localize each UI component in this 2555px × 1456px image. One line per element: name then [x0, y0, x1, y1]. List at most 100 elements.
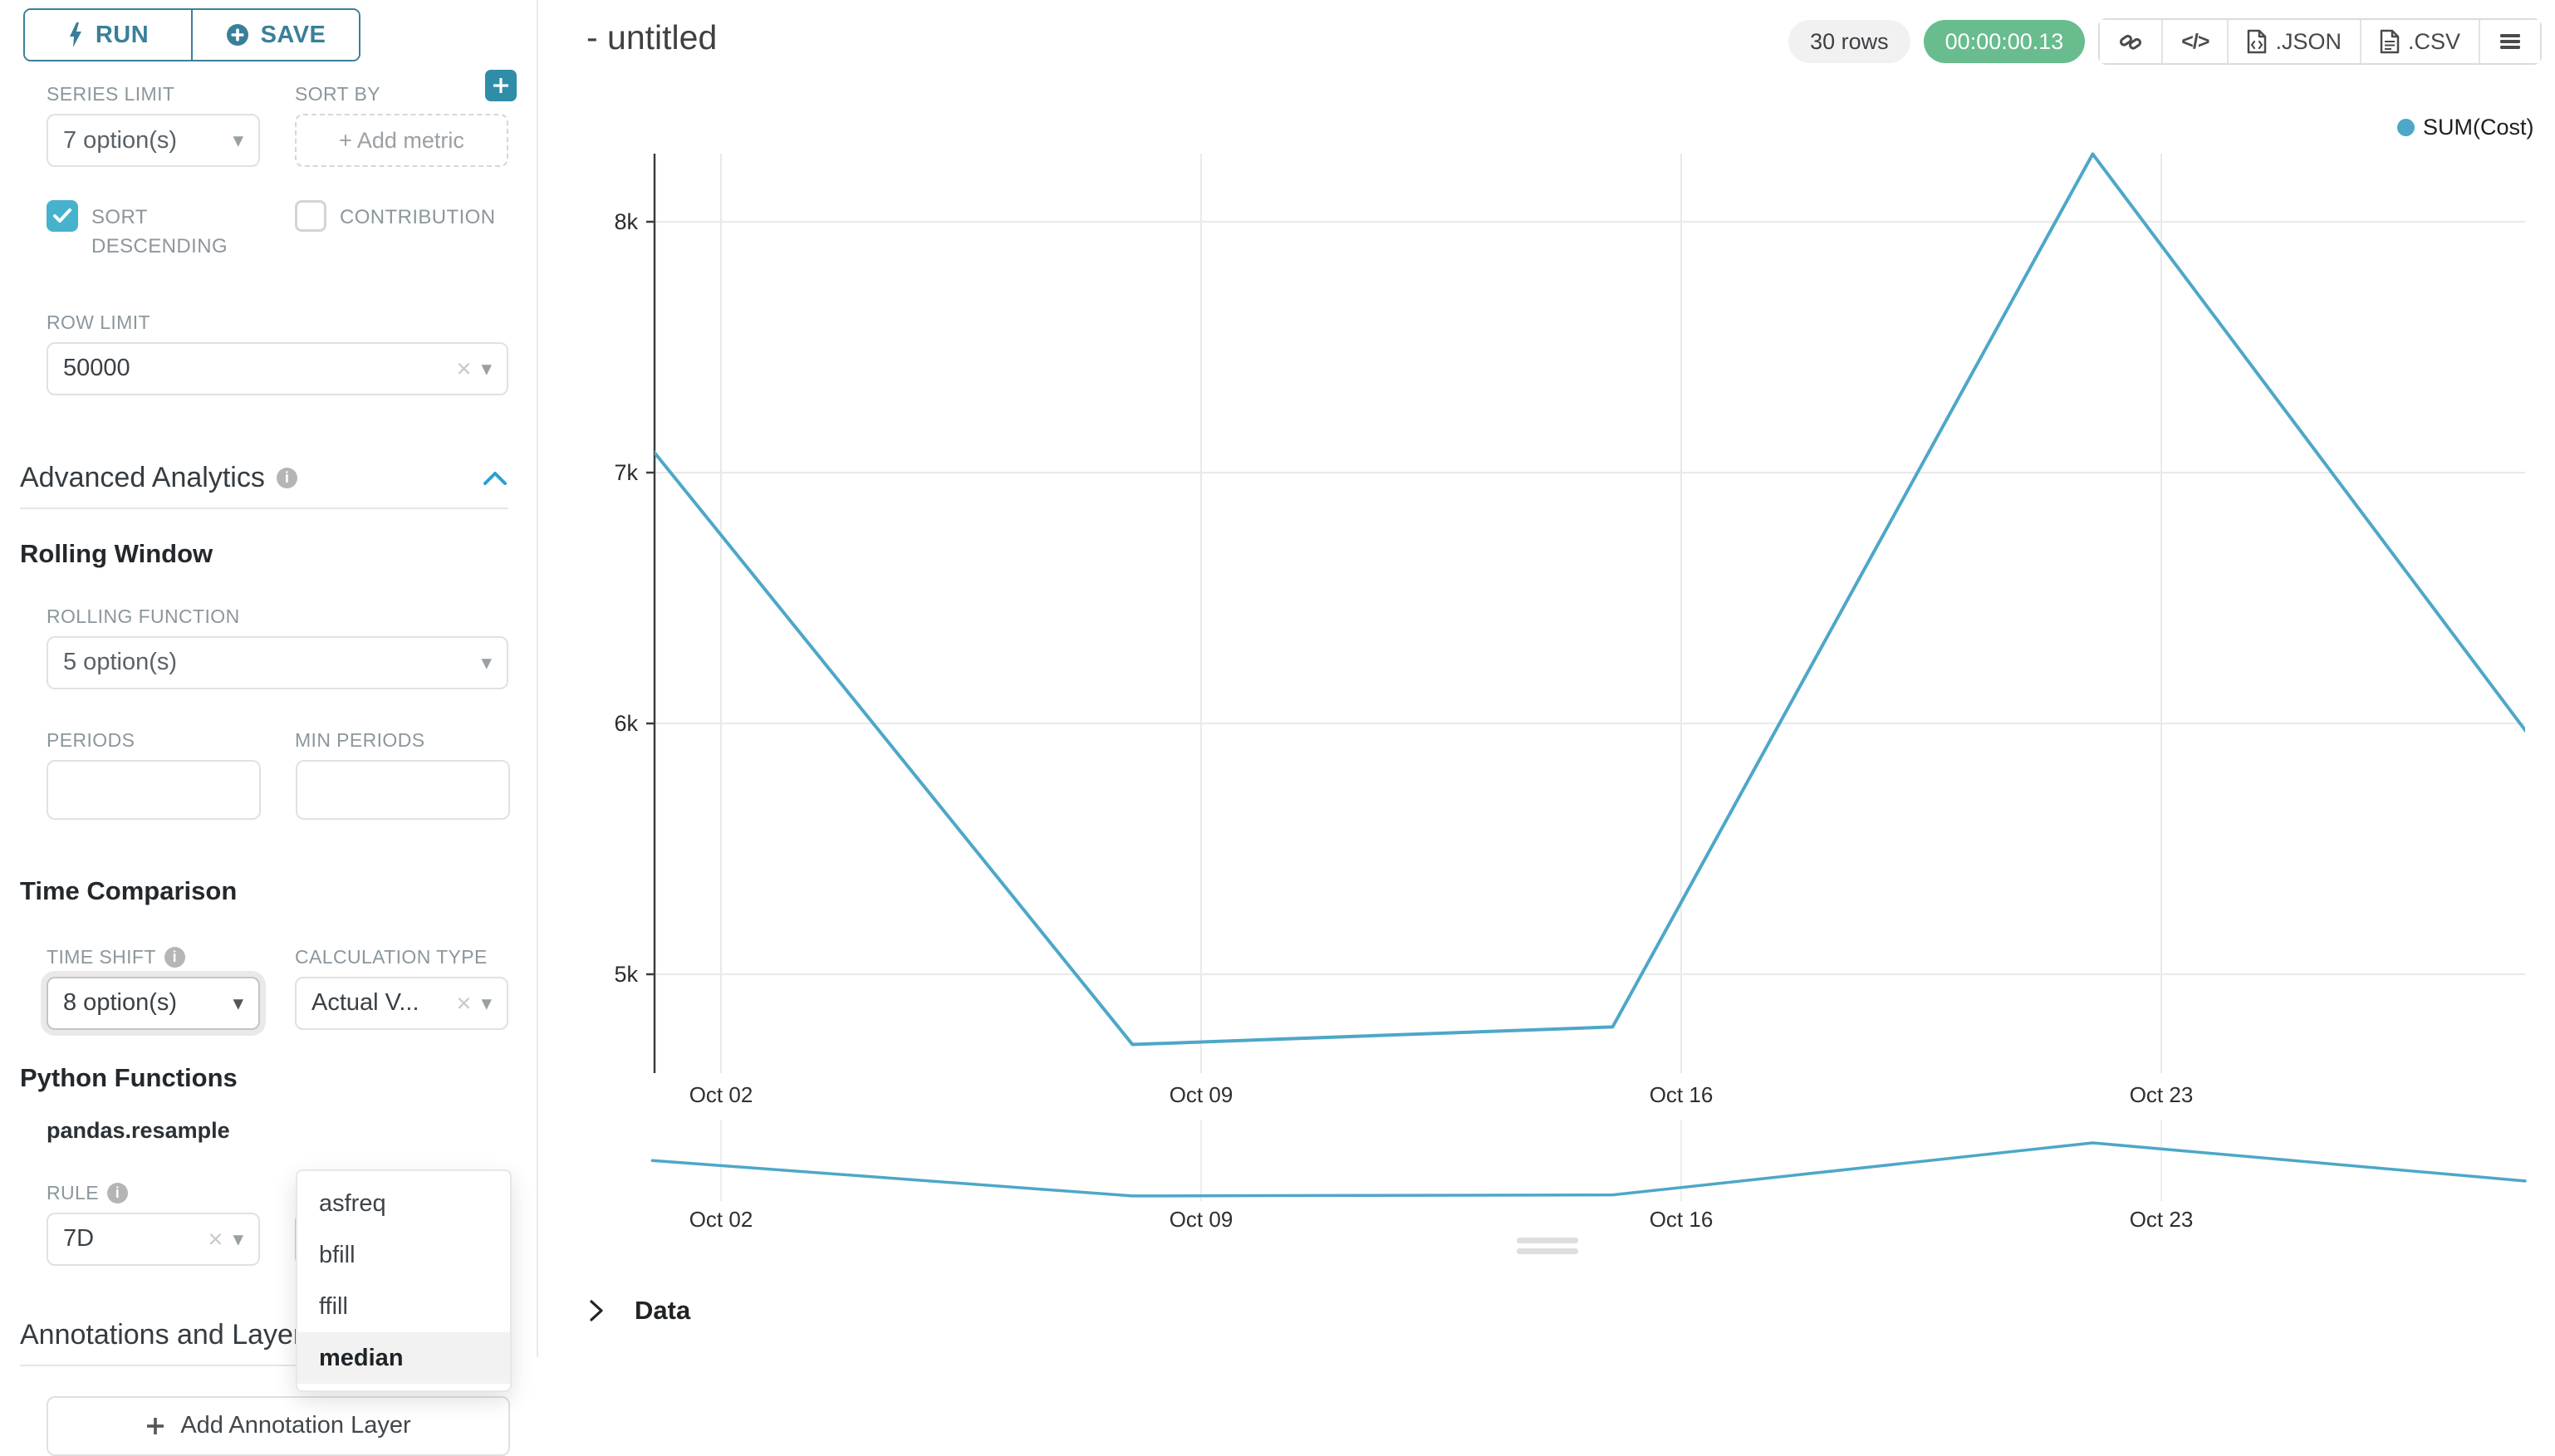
clear-icon[interactable]: × [456, 353, 472, 383]
plus-icon [147, 1417, 164, 1434]
info-icon: i [106, 1182, 128, 1204]
caret-down-icon: ▾ [233, 129, 243, 152]
panel-resize-handle[interactable] [1517, 1238, 1578, 1259]
row-limit-select[interactable]: 50000 × ▾ [47, 341, 508, 395]
mini-x-tick-label: Oct 16 [1650, 1207, 1714, 1232]
code-icon: </> [2181, 29, 2209, 53]
info-icon: i [276, 467, 297, 488]
chevron-right-icon [590, 1300, 603, 1321]
section-divider [20, 507, 508, 509]
info-icon: i [164, 946, 185, 968]
rule-select[interactable]: 7D × ▾ [47, 1212, 260, 1266]
data-panel-toggle[interactable]: Data [588, 1296, 690, 1326]
add-metric-dropzone[interactable]: + Add metric [295, 114, 508, 167]
series-line-SUM(Cost) [655, 152, 2525, 1047]
chevron-up-icon[interactable] [483, 471, 507, 485]
export-csv-button[interactable]: .CSV [2359, 20, 2479, 63]
pandas-resample-subtitle: pandas.resample [47, 1117, 230, 1143]
caret-down-icon: ▾ [481, 991, 492, 1015]
mini-x-tick-label: Oct 02 [689, 1207, 753, 1232]
x-tick-label: Oct 02 [689, 1082, 753, 1107]
plus-circle-icon [226, 24, 248, 46]
json-button-label: .JSON [2275, 28, 2342, 54]
mini-series-line-SUM(Cost) [650, 1141, 2527, 1198]
caret-down-icon: ▾ [481, 356, 492, 380]
add-annotation-layer-button[interactable]: Add Annotation Layer [47, 1395, 510, 1456]
caret-down-icon: ▾ [233, 1227, 243, 1251]
python-functions-title: Python Functions [20, 1062, 238, 1092]
csv-button-label: .CSV [2407, 28, 2460, 54]
y-tick-label: 7k [614, 460, 638, 485]
time-comparison-title: Time Comparison [20, 875, 238, 905]
method-dropdown-menu: asfreq bfill ffill median [296, 1169, 512, 1392]
add-annotation-layer-label: Add Annotation Layer [180, 1412, 411, 1439]
save-button[interactable]: SAVE [191, 10, 359, 60]
caret-down-icon: ▾ [481, 650, 492, 674]
rolling-window-title: Rolling Window [20, 538, 213, 568]
run-save-button-group: RUN SAVE [23, 8, 360, 61]
lightning-bolt-icon [69, 22, 81, 47]
data-panel-title: Data [635, 1296, 691, 1325]
control-panel: RUN SAVE SERIES LIMIT SORT BY 7 option(s… [0, 0, 538, 1456]
hamburger-menu-icon [2500, 34, 2520, 49]
sort-descending-label: SORT DESCENDING [91, 206, 228, 257]
query-timer-badge: 00:00:00.13 [1923, 20, 2086, 63]
plus-icon [493, 78, 508, 93]
rolling-function-select[interactable]: 5 option(s) ▾ [47, 635, 508, 689]
method-option-bfill[interactable]: bfill [319, 1241, 356, 1268]
add-sort-metric-button[interactable] [485, 70, 517, 101]
link-icon [2120, 34, 2142, 50]
min-periods-label: MIN PERIODS [295, 728, 425, 751]
rolling-function-value: 5 option(s) [63, 649, 178, 676]
x-tick-label: Oct 09 [1170, 1082, 1233, 1107]
mini-x-tick-label: Oct 23 [2130, 1207, 2194, 1232]
export-json-button[interactable]: .JSON [2227, 20, 2360, 63]
chart-title: - untitled [586, 18, 718, 56]
contribution-label: CONTRIBUTION [340, 206, 496, 228]
series-limit-select[interactable]: 7 option(s) ▾ [47, 114, 260, 167]
export-button-group: </> .JSON .CSV [2098, 18, 2542, 65]
check-icon [53, 208, 71, 223]
legend-item-sum-cost[interactable]: SUM(Cost) [2397, 115, 2534, 140]
chart-header-actions: 30 rows 00:00:00.13 </> .JSON [1788, 18, 2542, 65]
chart-menu-button[interactable] [2479, 20, 2540, 63]
json-file-icon [2248, 29, 2267, 54]
contribution-checkbox[interactable] [295, 200, 326, 232]
periods-input[interactable] [47, 759, 261, 820]
periods-label: PERIODS [47, 728, 135, 751]
advanced-analytics-header[interactable]: Advanced Analytics i [20, 462, 508, 494]
row-limit-value: 50000 [63, 355, 130, 382]
row-count-badge: 30 rows [1788, 20, 1910, 63]
save-button-label: SAVE [260, 21, 326, 48]
y-tick-label: 5k [614, 962, 638, 987]
run-button[interactable]: RUN [25, 10, 191, 60]
embed-code-button[interactable]: </> [2161, 20, 2228, 63]
sort-descending-checkbox[interactable] [47, 200, 78, 232]
x-tick-label: Oct 23 [2130, 1082, 2194, 1107]
method-option-ffill[interactable]: ffill [319, 1292, 348, 1320]
rule-label: RULE i [47, 1182, 260, 1204]
row-limit-label: ROW LIMIT [47, 311, 150, 333]
copy-link-button[interactable] [2100, 20, 2162, 63]
method-option-asfreq[interactable]: asfreq [319, 1189, 386, 1217]
clear-icon[interactable]: × [208, 1223, 223, 1253]
calculation-type-value: Actual V... [311, 989, 419, 1017]
sort-by-label: SORT BY [295, 83, 380, 105]
csv-file-icon [2380, 29, 2400, 54]
rolling-function-label: ROLLING FUNCTION [47, 605, 240, 627]
time-shift-label-text: TIME SHIFT [47, 945, 156, 968]
calculation-type-label: CALCULATION TYPE [295, 945, 488, 968]
time-shift-select[interactable]: 8 option(s) ▾ [47, 976, 260, 1030]
annotations-layers-title: Annotations and Layers [20, 1318, 317, 1351]
add-metric-placeholder: + Add metric [339, 127, 464, 153]
clear-icon[interactable]: × [456, 988, 472, 1017]
legend-label: SUM(Cost) [2423, 115, 2534, 140]
method-option-median[interactable]: median [297, 1332, 510, 1384]
series-limit-value: 7 option(s) [63, 126, 178, 154]
y-tick-label: 8k [614, 209, 638, 234]
calculation-type-select[interactable]: Actual V... × ▾ [295, 976, 508, 1030]
series-limit-label: SERIES LIMIT [47, 83, 175, 105]
min-periods-input[interactable] [296, 759, 510, 820]
y-tick-label: 6k [614, 711, 638, 736]
mini-x-tick-label: Oct 09 [1170, 1207, 1233, 1232]
